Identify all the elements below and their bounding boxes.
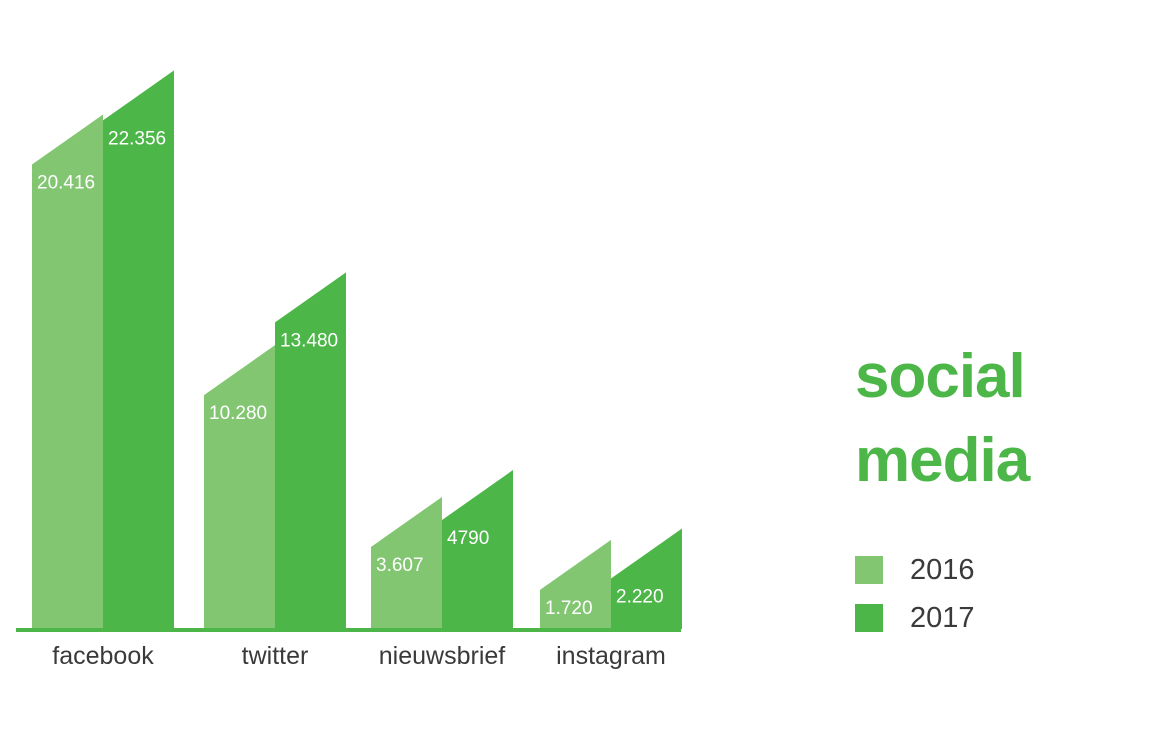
value-label-instagram-2017: 2.220 xyxy=(616,586,664,607)
bar-nieuwsbrief-2016 xyxy=(371,496,442,629)
bar-instagram-2016 xyxy=(540,539,611,629)
category-label-instagram: instagram xyxy=(556,642,666,670)
bar-facebook-2017 xyxy=(103,70,174,629)
bar-chart: 20.416 22.356 facebook 10.280 13.480 twitter 3… xyxy=(16,70,682,670)
bar-instagram-2017 xyxy=(611,528,682,629)
x-axis-baseline xyxy=(16,628,681,632)
value-label-twitter-2017: 13.480 xyxy=(280,330,338,351)
bar-twitter-2017 xyxy=(275,272,346,629)
legend-swatch-2017 xyxy=(855,604,883,632)
legend-item-2016: 2016 xyxy=(855,553,975,586)
value-label-facebook-2016: 20.416 xyxy=(37,173,95,194)
legend-item-2017: 2017 xyxy=(855,601,975,634)
value-label-instagram-2016: 1.720 xyxy=(545,598,593,619)
bar-facebook-2016 xyxy=(32,114,103,629)
bar-nieuwsbrief-2017 xyxy=(442,470,513,629)
category-label-twitter: twitter xyxy=(242,642,309,670)
bar-twitter-2016 xyxy=(204,345,275,629)
legend-swatch-2016 xyxy=(855,556,883,584)
category-label-nieuwsbrief: nieuwsbrief xyxy=(379,642,506,670)
legend-label-2017: 2017 xyxy=(910,601,975,634)
value-label-nieuwsbrief-2017: 4790 xyxy=(447,528,489,549)
category-label-facebook: facebook xyxy=(52,642,154,670)
legend-label-2016: 2016 xyxy=(910,553,975,586)
value-label-twitter-2016: 10.280 xyxy=(209,403,267,424)
chart-title-line-2: media xyxy=(855,426,1030,495)
value-label-facebook-2017: 22.356 xyxy=(108,128,166,149)
value-label-nieuwsbrief-2016: 3.607 xyxy=(376,555,424,576)
chart-title-line-1: social xyxy=(855,342,1026,411)
